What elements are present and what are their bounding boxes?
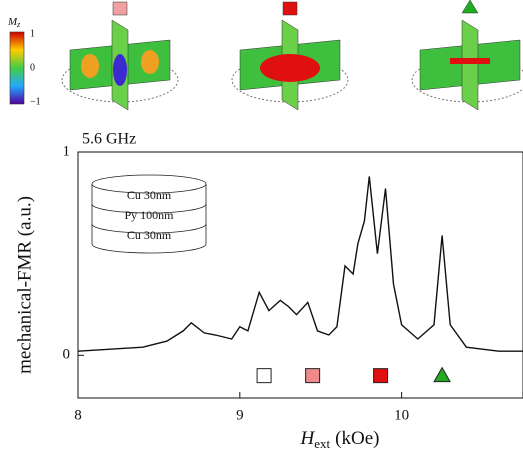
x-tick-label: 10 <box>394 407 409 423</box>
marker-square <box>305 368 321 384</box>
x-axis-label-sub: ext <box>314 436 330 451</box>
inset-cylinder <box>91 174 207 254</box>
panel-2 <box>231 1 349 111</box>
x-tick-label: 8 <box>74 407 82 423</box>
chart-title: 5.6 GHz <box>82 131 136 148</box>
x-axis-label: Hext (kOe) <box>300 428 380 451</box>
marker-square <box>373 368 389 384</box>
layer-label: Cu 30nm <box>127 228 172 242</box>
x-axis-label-main: H <box>300 428 316 449</box>
y-axis-label: mechanical-FMR (a.u.) <box>14 196 35 374</box>
colorbar-tick: 0 <box>30 62 35 73</box>
panel-3 <box>411 0 523 111</box>
y-tick-label: 0 <box>63 347 71 363</box>
data-line <box>77 176 523 352</box>
panel-1 <box>61 1 179 111</box>
simulation-panels <box>9 0 523 111</box>
colorbar <box>9 31 25 105</box>
colorbar-label-sub: z <box>16 20 21 29</box>
x-tick-label: 9 <box>236 407 244 423</box>
marker-square <box>256 368 272 384</box>
colorbar-tick: 1 <box>30 28 35 39</box>
colorbar-label-main: M <box>7 16 18 28</box>
y-tick-label: 1 <box>63 143 71 159</box>
x-axis-label-unit: (kOe) <box>335 428 379 449</box>
marker-triangle <box>433 366 451 383</box>
colorbar-label: Mz <box>7 16 21 29</box>
layer-label: Py 100nm <box>124 208 174 222</box>
layer-label: Cu 30nm <box>127 188 172 202</box>
plot-frame <box>77 151 523 399</box>
colorbar-tick: −1 <box>30 96 41 107</box>
